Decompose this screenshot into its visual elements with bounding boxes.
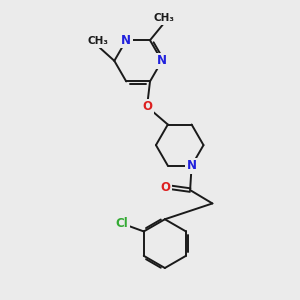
Text: O: O (142, 100, 152, 113)
Text: N: N (157, 54, 167, 67)
Text: CH₃: CH₃ (154, 13, 175, 23)
Text: N: N (187, 159, 196, 172)
Text: O: O (160, 181, 170, 194)
Text: N: N (121, 34, 131, 47)
Text: CH₃: CH₃ (88, 36, 109, 46)
Text: Cl: Cl (116, 217, 128, 230)
